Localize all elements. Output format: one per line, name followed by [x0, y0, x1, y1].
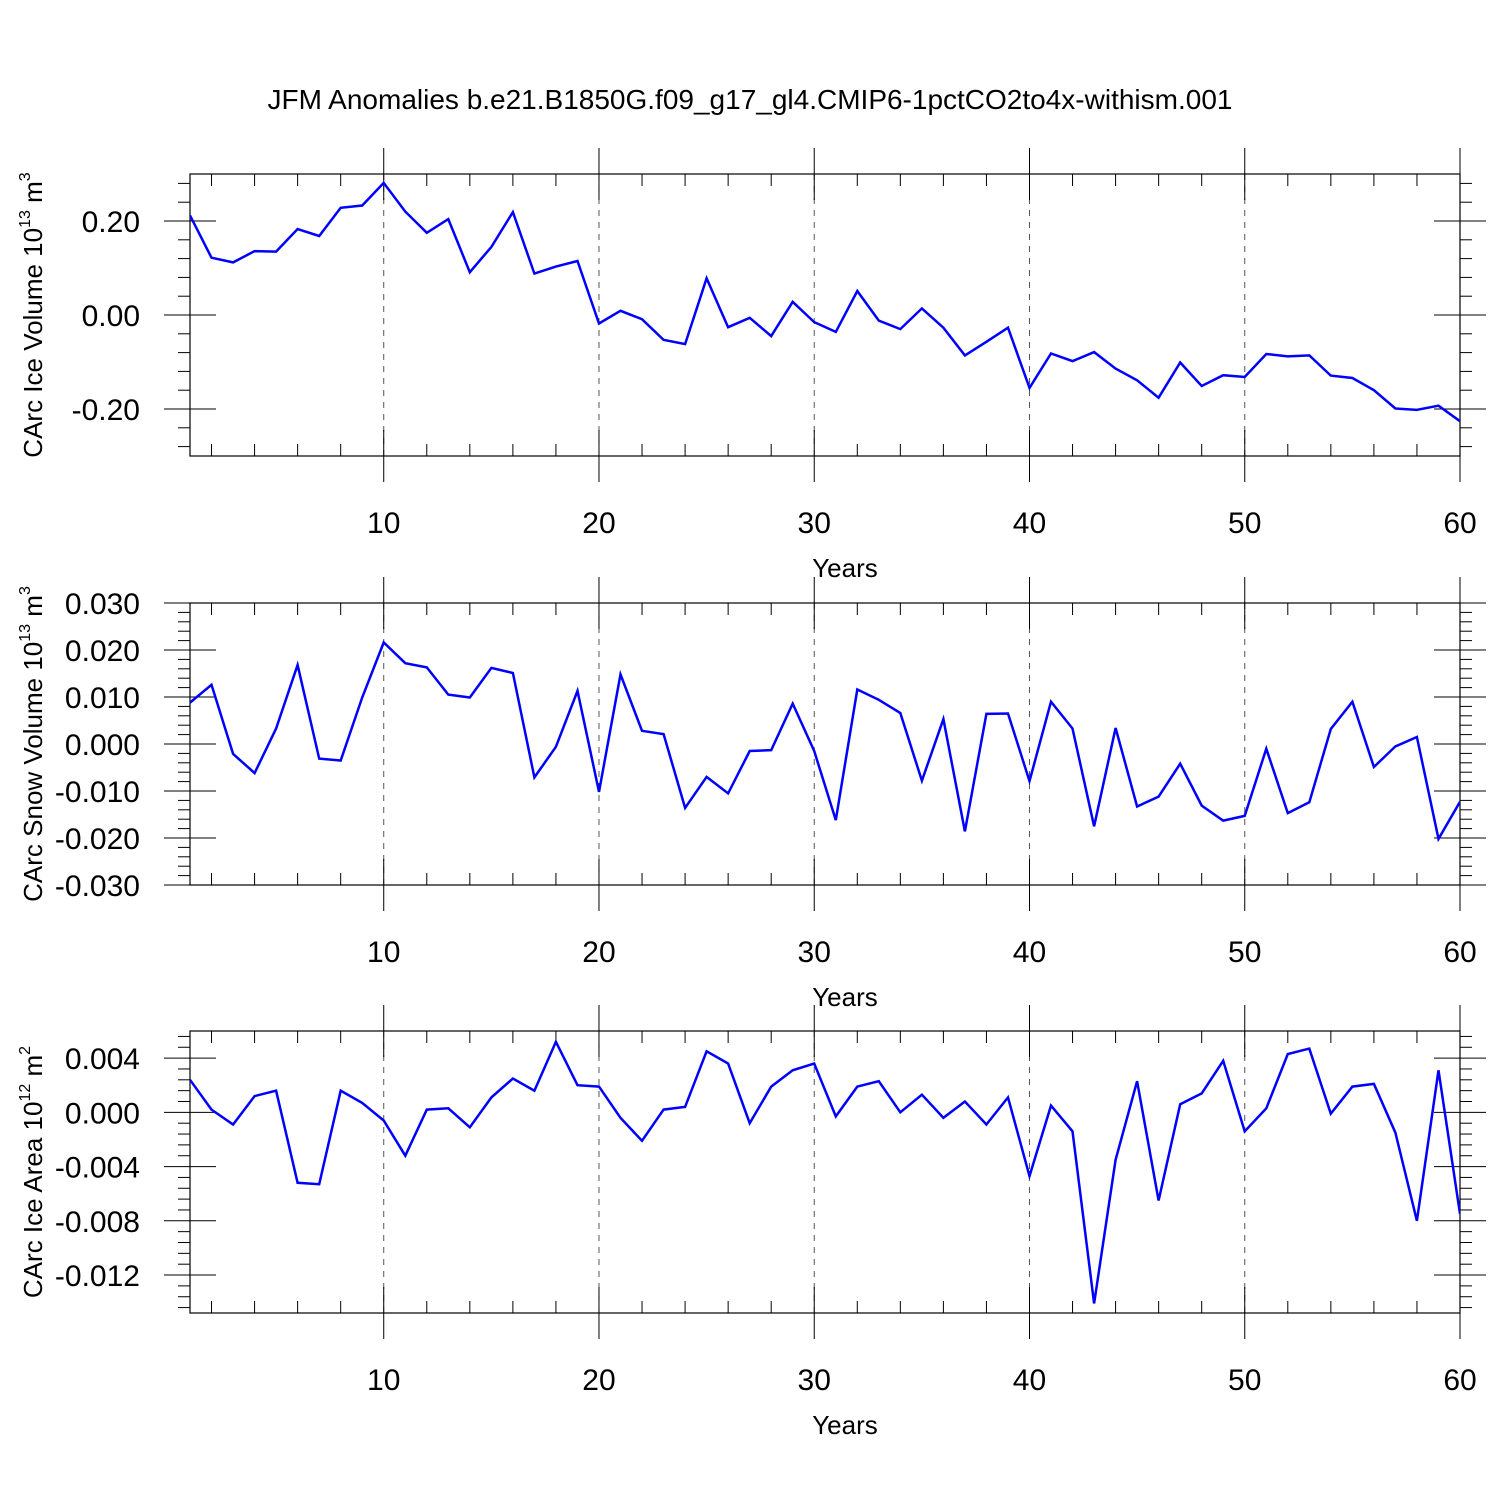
series-line [190, 1038, 1460, 1304]
y-tick-label: 0.010 [65, 682, 140, 715]
series-line [190, 180, 1460, 423]
x-tick-label: 50 [1228, 507, 1261, 540]
x-tick-label: 60 [1443, 1364, 1476, 1397]
y-axis-title-unit-exponent: 3 [17, 172, 34, 181]
y-tick-label: -0.004 [55, 1152, 140, 1185]
x-tick-label: 40 [1013, 936, 1046, 969]
y-tick-label: 0.000 [65, 1097, 140, 1130]
y-tick-label: -0.020 [55, 823, 140, 856]
y-axis-title-unit-exponent: 3 [17, 586, 34, 595]
plot-frame [189, 173, 1461, 457]
panel-1: 10 20 30 40 50 60 0.20 0.00 -0.20 Years CArc Ice V… [17, 148, 1486, 583]
y-axis-title-unit: m [18, 181, 48, 210]
panel-3: 10 20 30 40 50 60 0.004 0.000 -0.004 -0.008 -0.012… [17, 1005, 1486, 1440]
x-tick-label: 10 [367, 507, 400, 540]
y-axis-title-exponent: 13 [17, 624, 34, 642]
y-tick-label: 0.20 [82, 206, 140, 239]
y-axis-title-unit-exponent: 2 [17, 1046, 34, 1055]
x-tick-label: 40 [1013, 507, 1046, 540]
x-tick-label: 50 [1228, 1364, 1261, 1397]
x-axis-title: Years [812, 1410, 878, 1440]
y-axis-title-exponent: 13 [17, 210, 34, 228]
y-tick-label: -0.030 [55, 870, 140, 903]
y-axis-title-unit: m [18, 1055, 48, 1084]
x-tick-label: 10 [367, 936, 400, 969]
plot-frame [189, 1030, 1461, 1314]
y-axis-title: CArc Ice Area 1012 m2 [17, 1046, 48, 1298]
x-tick-label: 10 [367, 1364, 400, 1397]
x-tick-label: 60 [1443, 507, 1476, 540]
x-axis-title: Years [812, 553, 878, 583]
y-tick-label: 0.020 [65, 635, 140, 668]
plot-frame [189, 602, 1461, 886]
y-axis-title-exponent: 12 [17, 1084, 34, 1102]
y-axis-title-main: CArc Ice Area 10 [18, 1102, 48, 1299]
y-tick-label: -0.010 [55, 776, 140, 809]
y-tick-label: 0.000 [65, 729, 140, 762]
y-axis-title-main: CArc Snow Volume 10 [18, 642, 48, 902]
x-tick-label: 50 [1228, 936, 1261, 969]
y-axis-title: CArc Snow Volume 1013 m3 [17, 586, 48, 902]
x-tick-label: 30 [798, 936, 831, 969]
y-tick-label: -0.008 [55, 1206, 140, 1239]
figure-title: JFM Anomalies b.e21.B1850G.f09_g17_gl4.C… [267, 84, 1233, 115]
y-tick-label: -0.20 [72, 394, 140, 427]
y-axis-title-main: CArc Ice Volume 10 [18, 228, 48, 458]
y-tick-label: 0.030 [65, 588, 140, 621]
x-tick-label: 60 [1443, 936, 1476, 969]
x-tick-label: 30 [798, 507, 831, 540]
x-axis-title: Years [812, 982, 878, 1012]
y-axis-title-unit: m [18, 595, 48, 624]
x-tick-label: 20 [582, 1364, 615, 1397]
x-tick-label: 40 [1013, 1364, 1046, 1397]
y-axis-title: CArc Ice Volume 1013 m3 [17, 172, 48, 457]
panel-2: 10 20 30 40 50 60 0.030 0.020 0.010 0.000 -0.010 -0… [17, 577, 1486, 1012]
y-tick-label: -0.012 [55, 1260, 140, 1293]
x-tick-label: 30 [798, 1364, 831, 1397]
x-tick-label: 20 [582, 936, 615, 969]
series-line [190, 640, 1460, 843]
y-tick-label: 0.00 [82, 300, 140, 333]
y-tick-label: 0.004 [65, 1043, 140, 1076]
x-tick-label: 20 [582, 507, 615, 540]
